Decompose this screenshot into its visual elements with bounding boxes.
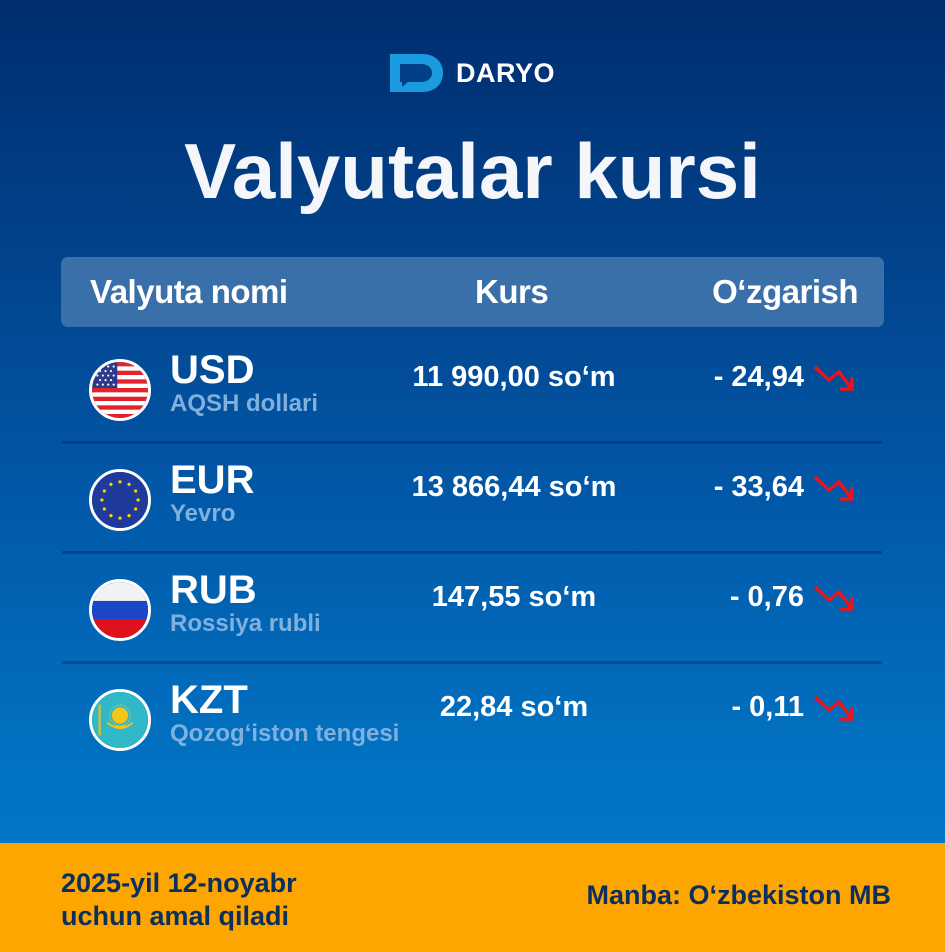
row-divider — [62, 441, 882, 444]
table-header: Valyuta nomi Kurs O‘zgarish — [61, 257, 884, 327]
footer-bar: 2025-yil 12-noyabr uchun amal qiladi Man… — [0, 843, 945, 952]
brand-logo: DARYO — [388, 52, 555, 94]
currency-name: AQSH dollari — [170, 390, 319, 417]
currency-name: Rossiya rubli — [170, 610, 321, 637]
currency-change: - 33,64 — [713, 471, 804, 503]
row-divider — [62, 551, 882, 554]
currency-rate: 147,55 so‘m — [431, 581, 597, 613]
kazakhstan-flag-icon — [89, 689, 151, 751]
currency-rate: 11 990,00 so‘m — [412, 361, 616, 393]
trend-down-icon — [812, 362, 860, 396]
currency-change: - 24,94 — [713, 361, 804, 393]
column-header-rate: Kurs — [475, 273, 549, 310]
column-header-name: Valyuta nomi — [90, 273, 288, 310]
validity-text: uchun amal qiladi — [61, 901, 290, 931]
table-row-usd: USD AQSH dollari 11 990,00 so‘m - 24,94 — [62, 334, 882, 444]
currency-code: RUB — [170, 568, 257, 612]
table-row-kzt: KZT Qozog‘iston tengesi 22,84 so‘m - 0,1… — [62, 664, 882, 774]
currency-name: Qozog‘iston tengesi — [170, 720, 400, 747]
row-divider — [62, 661, 882, 664]
page-title: Valyutalar kursi — [184, 127, 761, 215]
currency-name: Yevro — [170, 500, 236, 527]
validity-note: 2025-yil 12-noyabr uchun amal qiladi — [61, 867, 297, 933]
daryo-logo-icon — [390, 54, 443, 92]
column-header-change: O‘zgarish — [712, 273, 858, 310]
trend-down-icon — [812, 692, 860, 726]
russia-flag-icon — [89, 579, 151, 641]
source-label: Manba: O‘zbekiston MB — [586, 880, 891, 910]
currency-rate: 13 866,44 so‘m — [411, 471, 617, 503]
currency-code: KZT — [170, 678, 248, 722]
table-row-eur: EUR Yevro 13 866,44 so‘m - 33,64 — [62, 444, 882, 554]
currency-change: - 0,76 — [729, 581, 804, 613]
currency-change: - 0,11 — [731, 691, 804, 723]
us-flag-icon — [89, 359, 151, 421]
currency-code: EUR — [170, 458, 255, 502]
table-row-rub: RUB Rossiya rubli 147,55 so‘m - 0,76 — [62, 554, 882, 664]
eu-flag-icon — [89, 469, 151, 531]
currency-rate: 22,84 so‘m — [439, 691, 589, 723]
trend-down-icon — [812, 582, 860, 616]
brand-name: DARYO — [456, 57, 556, 88]
currency-code: USD — [170, 348, 255, 392]
validity-date: 2025-yil 12-noyabr — [61, 868, 297, 898]
trend-down-icon — [812, 472, 860, 506]
